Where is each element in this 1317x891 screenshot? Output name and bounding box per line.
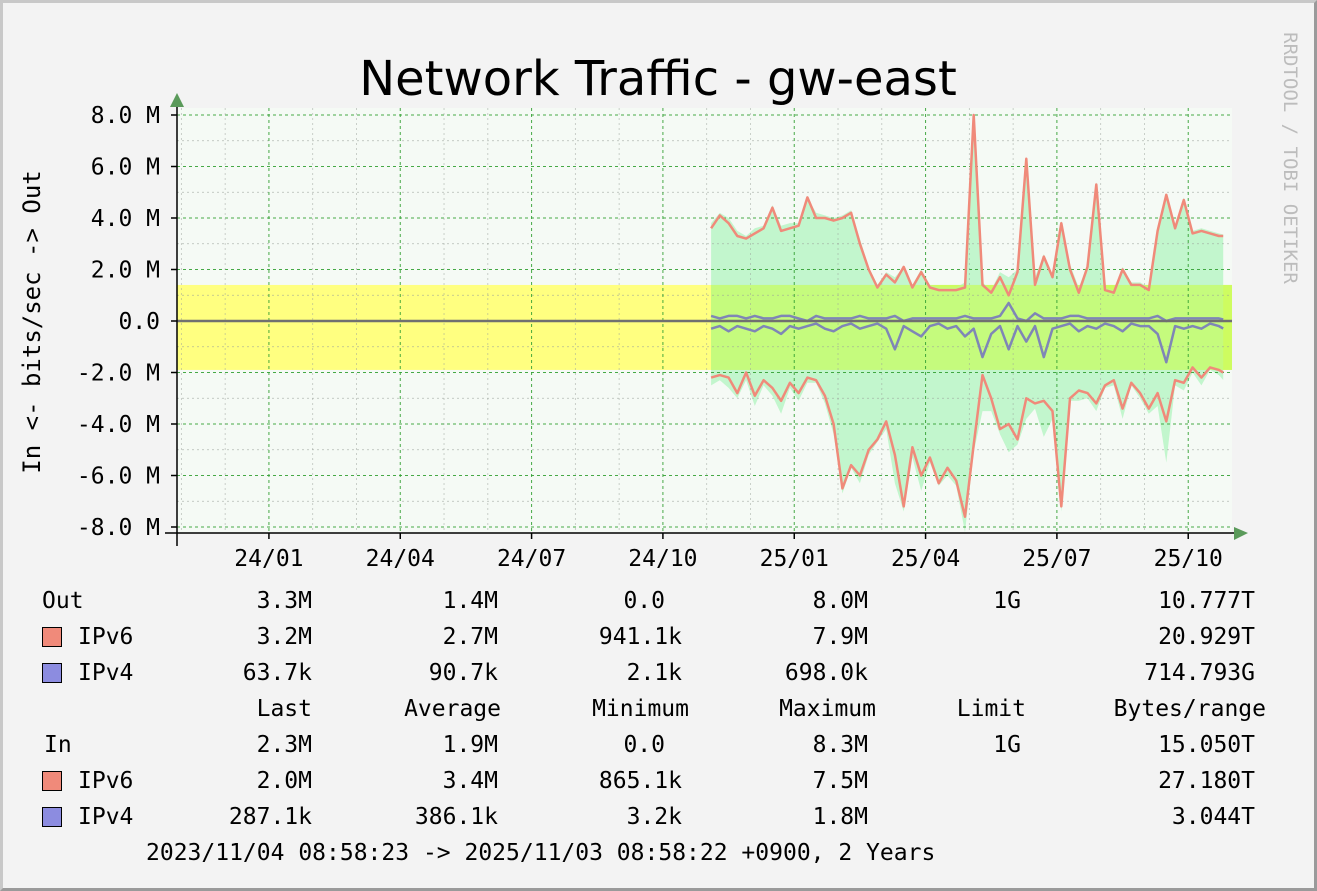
tick-labels: 8.0 M 6.0 M 4.0 M 2.0 M 0.0 -2.0 M -4.0 M -6.0 … bbox=[77, 103, 1223, 572]
y-tick-label: -4.0 M bbox=[77, 412, 160, 438]
x-tick-label: 25/07 bbox=[1022, 546, 1091, 572]
chart-title: Network Traffic - gw-east bbox=[359, 51, 957, 107]
x-axis-arrow bbox=[1234, 527, 1248, 540]
x-tick-label: 25/04 bbox=[891, 546, 960, 572]
y-tick-label: 4.0 M bbox=[91, 206, 160, 232]
y-tick-label: 6.0 M bbox=[91, 155, 160, 181]
x-tick-label: 24/01 bbox=[234, 546, 303, 572]
axes bbox=[165, 93, 1248, 546]
out-total-area bbox=[711, 112, 1224, 322]
y-tick-label: 8.0 M bbox=[91, 103, 160, 129]
limit-band-rect bbox=[177, 284, 712, 370]
y-tick-label: -8.0 M bbox=[77, 515, 160, 541]
ipv6-out-line bbox=[710, 113, 1224, 297]
x-tick-label: 24/07 bbox=[497, 546, 566, 572]
x-tick-label: 24/10 bbox=[628, 546, 697, 572]
ipv4-in-line bbox=[710, 322, 1224, 364]
x-tick-label: 25/10 bbox=[1154, 546, 1223, 572]
y-tick-label: -6.0 M bbox=[77, 464, 160, 490]
x-tick-label: 24/04 bbox=[366, 546, 435, 572]
y-tick-label: 0.0 bbox=[118, 309, 160, 335]
y-tick-label: -2.0 M bbox=[77, 361, 160, 387]
y-axis-arrow bbox=[170, 93, 184, 107]
in-total-area bbox=[711, 321, 1224, 533]
x-tick-label: 25/01 bbox=[760, 546, 829, 572]
y-axis-label: In <- bits/sec -> Out bbox=[18, 170, 46, 473]
ipv4-out-line bbox=[710, 301, 1224, 323]
rrdtool-watermark: RRDTOOL / TOBI OETIKER bbox=[1279, 32, 1301, 284]
ipv6-in-line bbox=[710, 366, 1224, 518]
y-tick-label: 2.0 M bbox=[91, 258, 160, 284]
series-lines bbox=[710, 113, 1224, 518]
